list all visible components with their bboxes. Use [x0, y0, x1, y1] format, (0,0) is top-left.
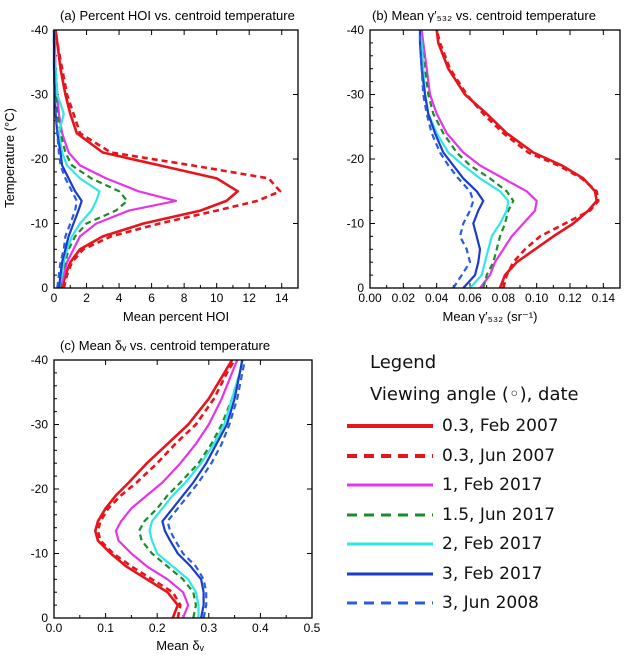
legend-swatch [347, 542, 433, 546]
legend-swatch [347, 601, 433, 605]
panel-c-title: (c) Mean δᵥ vs. centroid temperature [60, 338, 270, 353]
panel-a-ylabel: Temperature (°C) [2, 108, 17, 208]
legend-swatch [347, 424, 433, 428]
panel-a-title: (a) Percent HOI vs. centroid temperature [60, 8, 295, 23]
panel-c-series-line [138, 359, 244, 619]
panel-a-ytick-label: 0 [41, 281, 48, 295]
panel-b-ytick-label: 0 [357, 281, 364, 295]
legend-entry: 2, Feb 2017 [345, 532, 635, 560]
panel-b-xtick-label: 0.08 [492, 291, 516, 305]
panel-c-series-line [114, 359, 239, 619]
panel-b-xtick-label: 0.06 [458, 291, 482, 305]
legend-entry: 1.5, Jun 2017 [345, 503, 635, 531]
panel-b-frame [369, 29, 621, 289]
panel-b-series [418, 29, 600, 289]
panel-b-series-line [418, 30, 485, 289]
panel-b-series-line [435, 29, 599, 289]
panel-c-xtick-label: 0.1 [97, 621, 114, 635]
panel-b-series-line [418, 29, 515, 289]
panel-c-ytick-label: 0 [41, 611, 48, 625]
panel-a-series [52, 29, 282, 289]
panel-a-xtick-label: 14 [275, 291, 289, 305]
panel-c-ytick-label: -20 [31, 482, 49, 496]
panel-b-xtick-label: 0.14 [592, 291, 616, 305]
panel-a-series-line [54, 29, 240, 289]
legend-entry-label: 1, Feb 2017 [442, 475, 543, 495]
panel-a-series-line [52, 30, 101, 289]
panel-b-series-line [435, 29, 600, 289]
legend-entry: 3, Jun 2008 [345, 591, 635, 619]
legend-entry-label: 3, Jun 2008 [442, 593, 539, 613]
panel-b-ytick-label: -20 [347, 152, 365, 166]
panel-a-series-line [52, 30, 78, 289]
panel-b-xtick-label: 0.04 [425, 291, 449, 305]
panel-c-ytick-label: -30 [31, 418, 49, 432]
panel-b-xtick-label: 0.10 [525, 291, 549, 305]
panel-a-ytick-label: -10 [31, 217, 49, 231]
panel-a-series-line [54, 29, 282, 289]
legend-entry: 1, Feb 2017 [345, 473, 635, 501]
panel-c-ytick-label: -40 [31, 353, 49, 367]
legend-entry: 0.3, Jun 2007 [345, 444, 635, 472]
panel-c-series-line [148, 359, 244, 618]
panel-c-ticks: 0.0 0.1 0.2 0.3 0.4 0.5 0 -10 -20 -30 -40 [31, 353, 321, 635]
legend-subtitle: Viewing angle (◦), date [370, 384, 579, 405]
panel-b-series-line [418, 30, 475, 289]
panel-a-xtick-label: 4 [116, 291, 123, 305]
panel-c: (c) Mean δᵥ vs. centroid temperature Mea… [31, 338, 321, 653]
panel-b-ytick-label: -30 [347, 88, 365, 102]
panel-a-xtick-label: 0 [51, 291, 58, 305]
panel-c-ytick-label: -10 [31, 547, 49, 561]
legend-swatch [347, 453, 433, 458]
panel-c-series-line [161, 359, 244, 619]
panel-a-ytick-label: -40 [31, 23, 49, 37]
panel-b-xtick-label: 0.02 [392, 291, 416, 305]
legend-entry: 3, Feb 2017 [345, 562, 635, 590]
legend-swatch [347, 513, 433, 516]
panel-a-xtick-label: 12 [243, 291, 257, 305]
panel-b-series-line [420, 29, 538, 289]
legend-entry-label: 0.3, Jun 2007 [442, 445, 556, 466]
legend-entry: 0.3, Feb 2007 [345, 414, 635, 442]
panel-c-series [94, 359, 246, 619]
panel-a-ytick-label: -30 [31, 88, 49, 102]
panel-a-xtick-label: 2 [83, 291, 90, 305]
panel-a-ytick-label: -20 [31, 152, 49, 166]
legend-entry-label: 0.3, Feb 2007 [442, 416, 559, 436]
panel-a: (a) Percent HOI vs. centroid temperature… [2, 8, 299, 324]
panel-b-ytick-label: -40 [347, 23, 365, 37]
panel-c-series-line [94, 359, 234, 619]
panel-c-frame [53, 359, 313, 619]
legend-entry-label: 3, Feb 2017 [442, 563, 543, 584]
panel-b-title: (b) Mean γ′₅₃₂ vs. centroid temperature [372, 8, 596, 23]
panel-a-xlabel: Mean percent HOI [123, 309, 229, 324]
legend-swatch [347, 483, 433, 487]
panel-c-xtick-label: 0.3 [200, 621, 217, 635]
panel-b-xlabel: Mean γ′₅₃₂ (sr⁻¹) [443, 309, 538, 324]
panel-b-xtick-label: 0.00 [358, 291, 382, 305]
panel-a-xtick-label: 6 [148, 291, 155, 305]
panel-b-ticks: 0.00 0.02 0.04 0.06 0.08 0.10 0.12 0.14 0 -10 -20 -… [347, 23, 620, 305]
legend-entry-label: 2, Feb 2017 [442, 534, 543, 554]
panel-b-ytick-label: -10 [347, 217, 365, 231]
panel-c-xtick-label: 0.5 [304, 621, 321, 635]
panel-c-series-line [96, 359, 236, 619]
panel-a-ticks: 0 2 4 6 8 10 12 14 0 -10 -20 -30 -40 [31, 23, 298, 305]
panel-c-xtick-label: 0.2 [149, 621, 166, 635]
panel-c-xtick-label: 0.4 [252, 621, 269, 635]
panel-a-frame [53, 29, 299, 289]
panel-a-xtick-label: 10 [210, 291, 224, 305]
legend: Legend Viewing angle (◦), date 0.3, Feb … [345, 352, 635, 622]
legend-swatch [347, 572, 433, 575]
panel-c-xlabel: Mean δᵥ [156, 638, 204, 653]
panel-a-xtick-label: 8 [181, 291, 188, 305]
panel-c-xtick-label: 0.0 [46, 621, 63, 635]
legend-entry-label: 1.5, Jun 2017 [442, 504, 556, 525]
legend-title: Legend [370, 352, 437, 373]
panel-b-xtick-label: 0.12 [558, 291, 582, 305]
panel-b-series-line [418, 29, 510, 289]
panel-b: (b) Mean γ′₅₃₂ vs. centroid temperature … [347, 8, 621, 324]
